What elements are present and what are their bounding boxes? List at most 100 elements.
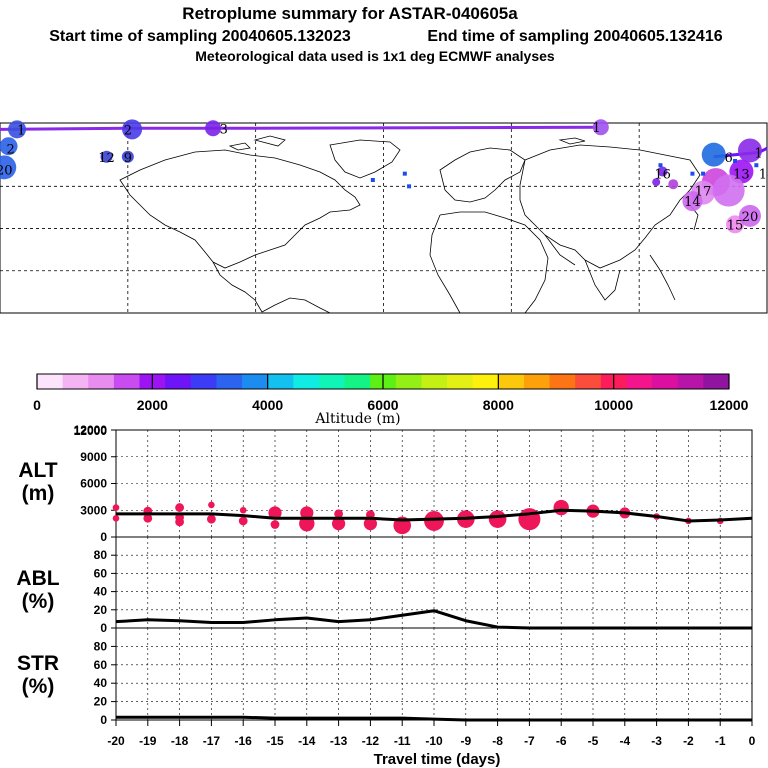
plume-label: 1 [17, 123, 25, 138]
plume-markers: 12312129206116131817141520 [0, 119, 768, 234]
y-tick-label: 0 [100, 713, 107, 727]
plume-label: 6 [725, 151, 733, 166]
coastline-south-asia [544, 234, 621, 301]
alt-scatter-point [334, 509, 343, 519]
abl-panel-unit: (%) [22, 590, 55, 613]
y-tick-label: 40 [94, 585, 108, 599]
x-tick-label: -15 [266, 734, 284, 748]
plume-marker [0, 137, 18, 156]
panel-str: 0 20 40 60 80 [94, 627, 753, 727]
x-tick-label: -18 [171, 734, 189, 748]
x-tick-label: -3 [651, 734, 662, 748]
plume-track-polar [0, 125, 597, 131]
coastline-europe [439, 147, 526, 203]
plume-label: 1 [754, 147, 762, 162]
colorbar-swatch [703, 374, 730, 389]
colorbar-swatch [267, 374, 294, 389]
plume-marker [738, 204, 761, 227]
colorbar-title: Altitude (m) [314, 411, 400, 427]
y-tick-label: 60 [94, 658, 108, 672]
plume-marker [121, 150, 134, 163]
alt-scatter-point [239, 506, 247, 514]
colorbar-swatch [37, 374, 64, 389]
colorbar-swatch [395, 374, 422, 389]
y-tick-label: 12000 [74, 424, 108, 438]
alt-scatter-point [332, 517, 346, 531]
plume-marker [122, 119, 143, 140]
alt-scatter-point [208, 501, 215, 509]
alt-scatter-point [207, 514, 216, 524]
plume-label: 20 [0, 163, 13, 178]
alt-panel-label: ALT [18, 459, 57, 482]
met-data-label: Meteorological data used is 1x1 deg ECMW… [195, 48, 555, 64]
x-tick-label: -5 [588, 734, 599, 748]
alt-scatter-point [363, 517, 377, 531]
colorbar-swatch [447, 374, 474, 389]
plume-dot [370, 178, 375, 182]
alt-scatter-point [238, 516, 248, 526]
x-tick-label: -1 [715, 734, 726, 748]
y-tick-label: 20 [94, 603, 108, 617]
plume-marker [701, 142, 726, 167]
plume-marker [726, 215, 745, 234]
colorbar-swatch [626, 374, 653, 389]
plume-dot [733, 159, 738, 163]
altitude-colorbar: 0 2000 4000 6000 8000 10000 12000 [33, 373, 749, 413]
x-tick-label: -12 [362, 734, 380, 748]
plume-label: 16 [654, 168, 671, 183]
y-tick-label: 9000 [80, 450, 107, 464]
colorbar-tick-label: 10000 [594, 397, 633, 413]
x-tick-label: -19 [139, 734, 157, 748]
plume-dot [754, 163, 759, 168]
x-tick-label: -8 [492, 734, 503, 748]
plume-marker [737, 138, 762, 163]
alt-scatter-point [112, 504, 120, 511]
plume-marker [712, 174, 745, 207]
alt-scatter-point [424, 511, 444, 531]
plume-label: 2 [124, 123, 132, 138]
colorbar-tick-label: 4000 [252, 397, 283, 413]
colorbar-swatch [293, 374, 320, 389]
x-tick-label: 0 [749, 734, 756, 748]
coastline-greenland [329, 139, 401, 179]
colorbar-tick-label: 12000 [710, 397, 749, 413]
alt-panel-unit: (m) [22, 482, 55, 505]
plume-label: 13 [733, 168, 750, 183]
colorbar-swatch [677, 374, 704, 389]
colorbar-swatch [549, 374, 576, 389]
alt-scatter-point [488, 510, 507, 528]
plume-label: 15 [727, 218, 744, 233]
plume-dot [690, 171, 695, 176]
plume-marker [8, 120, 27, 139]
alt-scatter-point [112, 514, 120, 522]
colorbar-swatch [318, 374, 346, 389]
map-graticule [0, 123, 767, 313]
plume-label: 20 [742, 210, 759, 225]
alt-scatter-point [143, 513, 153, 523]
alt-scatter-point [175, 503, 185, 512]
colorbar-tick-label: 6000 [367, 397, 398, 413]
x-tick-label: -9 [460, 734, 471, 748]
colorbar-swatch [652, 374, 679, 389]
y-tick-label: 40 [94, 676, 108, 690]
plume-marker [652, 178, 661, 187]
plume-label: 12 [98, 151, 115, 166]
alt-scatter-point [268, 506, 282, 520]
y-tick-label: 80 [94, 639, 108, 653]
plume-label: 14 [684, 195, 701, 210]
x-tick-label: -16 [235, 734, 253, 748]
x-tick-label: -13 [330, 734, 348, 748]
alt-scatter-point [300, 506, 314, 520]
colorbar-swatch [421, 374, 448, 389]
x-axis-title: Travel time (days) [374, 751, 501, 768]
y-tick-label: 80 [94, 548, 108, 562]
colorbar-swatch [523, 374, 551, 389]
y-tick-label: 0 [100, 621, 107, 635]
colorbar-tick-label: 2000 [137, 397, 168, 413]
series-line-alt [116, 508, 753, 523]
map-panel: 12312129206116131817141520 [0, 119, 768, 314]
plume-marker [682, 191, 703, 212]
plume-label: 1 [592, 121, 600, 136]
y-tick-label: 6000 [80, 477, 107, 491]
colorbar-swatch [62, 374, 89, 389]
